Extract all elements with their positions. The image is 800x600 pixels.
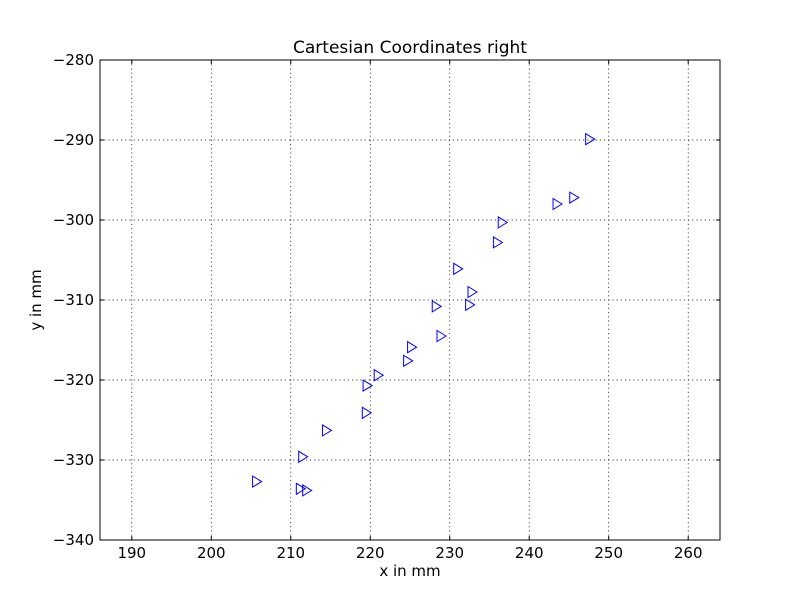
x-tick-label: 190 bbox=[117, 544, 146, 562]
data-point bbox=[302, 484, 313, 497]
x-tick-label: 260 bbox=[674, 544, 703, 562]
y-tick-label: −300 bbox=[53, 211, 94, 229]
x-tick-label: 240 bbox=[515, 544, 544, 562]
x-tick-labels: 190 200 210 220 230 240 250 260 bbox=[117, 544, 702, 562]
y-tick-labels: −340 −330 −320 −310 −300 −290 −280 bbox=[53, 51, 94, 549]
x-tick-label: 230 bbox=[435, 544, 464, 562]
data-point bbox=[465, 298, 476, 312]
data-point bbox=[453, 262, 464, 276]
data-point bbox=[295, 482, 307, 496]
data-point bbox=[403, 354, 414, 368]
plot-frame bbox=[99, 59, 721, 541]
y-tick-label: −290 bbox=[53, 131, 94, 149]
x-tick-label: 250 bbox=[594, 544, 623, 562]
y-tick-label: −330 bbox=[53, 451, 94, 469]
data-point bbox=[436, 329, 447, 343]
data-point bbox=[492, 236, 504, 249]
data-point bbox=[361, 406, 373, 420]
y-tick-label: −310 bbox=[53, 291, 94, 309]
y-tick-label: −340 bbox=[53, 531, 94, 549]
x-axis-label: x in mm bbox=[379, 562, 440, 580]
data-points bbox=[252, 132, 596, 497]
data-point bbox=[373, 368, 385, 382]
data-point bbox=[407, 340, 418, 354]
y-tick-label: −280 bbox=[53, 51, 94, 69]
data-point bbox=[552, 197, 564, 211]
data-point bbox=[298, 450, 309, 464]
x-tick-label: 220 bbox=[356, 544, 385, 562]
x-tick-label: 200 bbox=[197, 544, 226, 562]
y-tick-label: −320 bbox=[53, 371, 94, 389]
x-tick-label: 210 bbox=[276, 544, 305, 562]
chart-title: Cartesian Coordinates right bbox=[293, 38, 527, 58]
data-point bbox=[497, 216, 509, 229]
data-point bbox=[569, 191, 580, 204]
y-axis-label: y in mm bbox=[27, 269, 45, 330]
data-point bbox=[362, 379, 374, 392]
data-point bbox=[322, 424, 333, 437]
data-point bbox=[431, 300, 443, 313]
data-point bbox=[585, 132, 596, 146]
data-point bbox=[252, 475, 263, 488]
data-point bbox=[467, 285, 478, 299]
